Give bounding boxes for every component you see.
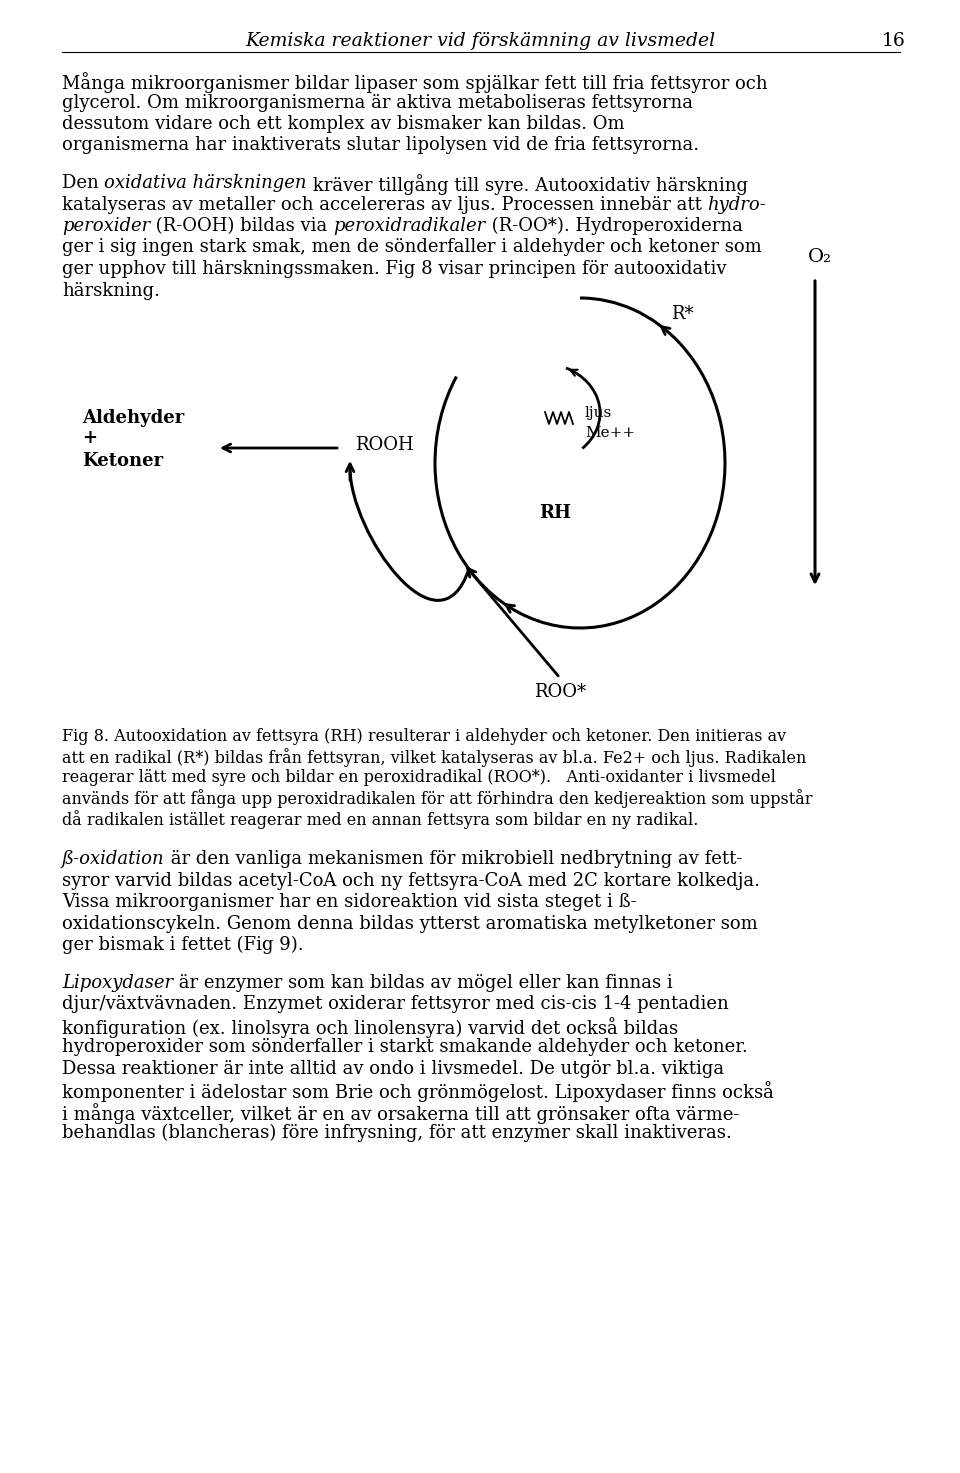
Text: glycerol. Om mikroorganismerna är aktiva metaboliseras fettsyrorna: glycerol. Om mikroorganismerna är aktiva…: [62, 93, 693, 112]
Text: Lipoxydaser: Lipoxydaser: [62, 974, 173, 991]
Text: peroxider: peroxider: [62, 217, 151, 236]
Text: att en radikal (R*) bildas från fettsyran, vilket katalyseras av bl.a. Fe2+ och : att en radikal (R*) bildas från fettsyra…: [62, 748, 806, 767]
Text: dessutom vidare och ett komplex av bismaker kan bildas. Om: dessutom vidare och ett komplex av bisma…: [62, 115, 625, 133]
Text: ROOH: ROOH: [355, 436, 414, 454]
Text: Kemiska reaktioner vid förskämning av livsmedel: Kemiska reaktioner vid förskämning av li…: [245, 32, 715, 50]
Text: ger bismak i fettet (Fig 9).: ger bismak i fettet (Fig 9).: [62, 937, 303, 955]
Text: katalyseras av metaller och accelereras av ljus. Processen innebär att: katalyseras av metaller och accelereras …: [62, 196, 708, 214]
Text: syror varvid bildas acetyl-CoA och ny fettsyra-CoA med 2C kortare kolkedja.: syror varvid bildas acetyl-CoA och ny fe…: [62, 872, 760, 890]
Text: Ketoner: Ketoner: [82, 452, 163, 470]
Text: O₂: O₂: [808, 247, 832, 267]
Text: hydroperoxider som sönderfaller i starkt smakande aldehyder och ketoner.: hydroperoxider som sönderfaller i starkt…: [62, 1038, 748, 1056]
Text: hydro-: hydro-: [708, 196, 766, 214]
Text: Fig 8. Autooxidation av fettsyra (RH) resulterar i aldehyder och ketoner. Den in: Fig 8. Autooxidation av fettsyra (RH) re…: [62, 728, 786, 745]
Text: konfiguration (ex. linolsyra och linolensyra) varvid det också bildas: konfiguration (ex. linolsyra och linolen…: [62, 1016, 678, 1037]
Text: (R-OOH) bildas via: (R-OOH) bildas via: [151, 217, 333, 236]
Text: Aldehyder: Aldehyder: [82, 409, 184, 427]
Text: kräver tillgång till syre. Autooxidativ härskning: kräver tillgång till syre. Autooxidativ …: [307, 174, 748, 194]
Text: ljus: ljus: [585, 407, 612, 420]
Text: i många växtceller, vilket är en av orsakerna till att grönsaker ofta värme-: i många växtceller, vilket är en av orsa…: [62, 1103, 739, 1124]
Text: härskning.: härskning.: [62, 281, 160, 299]
Text: Vissa mikroorganismer har en sidoreaktion vid sista steget i ß-: Vissa mikroorganismer har en sidoreaktio…: [62, 893, 636, 912]
Text: oxidationscykeln. Genom denna bildas ytterst aromatiska metylketoner som: oxidationscykeln. Genom denna bildas ytt…: [62, 915, 757, 932]
Text: Dessa reaktioner är inte alltid av ondo i livsmedel. De utgör bl.a. viktiga: Dessa reaktioner är inte alltid av ondo …: [62, 1059, 724, 1078]
Text: +: +: [82, 429, 97, 446]
Text: djur/växtvävnaden. Enzymet oxiderar fettsyror med cis-cis 1-4 pentadien: djur/växtvävnaden. Enzymet oxiderar fett…: [62, 996, 729, 1013]
Text: oxidativa härskningen: oxidativa härskningen: [105, 174, 307, 191]
Text: 16: 16: [881, 32, 905, 50]
Text: är enzymer som kan bildas av mögel eller kan finnas i: är enzymer som kan bildas av mögel eller…: [173, 974, 673, 991]
Text: ger i sig ingen stark smak, men de sönderfaller i aldehyder och ketoner som: ger i sig ingen stark smak, men de sönde…: [62, 239, 761, 256]
Text: organismerna har inaktiverats slutar lipolysen vid de fria fettsyrorna.: organismerna har inaktiverats slutar lip…: [62, 137, 699, 155]
Text: Den: Den: [62, 174, 105, 191]
Text: Me++: Me++: [585, 426, 636, 440]
Text: (R-OO*). Hydroperoxiderna: (R-OO*). Hydroperoxiderna: [486, 217, 742, 236]
Text: RH: RH: [539, 504, 571, 521]
Text: då radikalen istället reagerar med en annan fettsyra som bildar en ny radikal.: då radikalen istället reagerar med en an…: [62, 810, 698, 829]
Text: ROO*: ROO*: [534, 683, 586, 701]
Text: reagerar lätt med syre och bildar en peroxidradikal (ROO*).   Anti-oxidanter i l: reagerar lätt med syre och bildar en per…: [62, 769, 776, 787]
Text: ger upphov till härskningssmaken. Fig 8 visar principen för autooxidativ: ger upphov till härskningssmaken. Fig 8 …: [62, 261, 727, 278]
Text: behandlas (blancheras) före infrysning, för att enzymer skall inaktiveras.: behandlas (blancheras) före infrysning, …: [62, 1124, 732, 1143]
Text: ß-oxidation: ß-oxidation: [62, 850, 164, 868]
Text: komponenter i ädelostar som Brie och grönmögelost. Lipoxydaser finns också: komponenter i ädelostar som Brie och grö…: [62, 1081, 774, 1102]
Text: R*: R*: [671, 305, 694, 323]
Text: peroxidradikaler: peroxidradikaler: [333, 217, 486, 236]
Text: Många mikroorganismer bildar lipaser som spjälkar fett till fria fettsyror och: Många mikroorganismer bildar lipaser som…: [62, 72, 768, 93]
Text: är den vanliga mekanismen för mikrobiell nedbrytning av fett-: är den vanliga mekanismen för mikrobiell…: [164, 850, 742, 868]
Text: används för att fånga upp peroxidradikalen för att förhindra den kedjereaktion s: används för att fånga upp peroxidradikal…: [62, 790, 812, 809]
